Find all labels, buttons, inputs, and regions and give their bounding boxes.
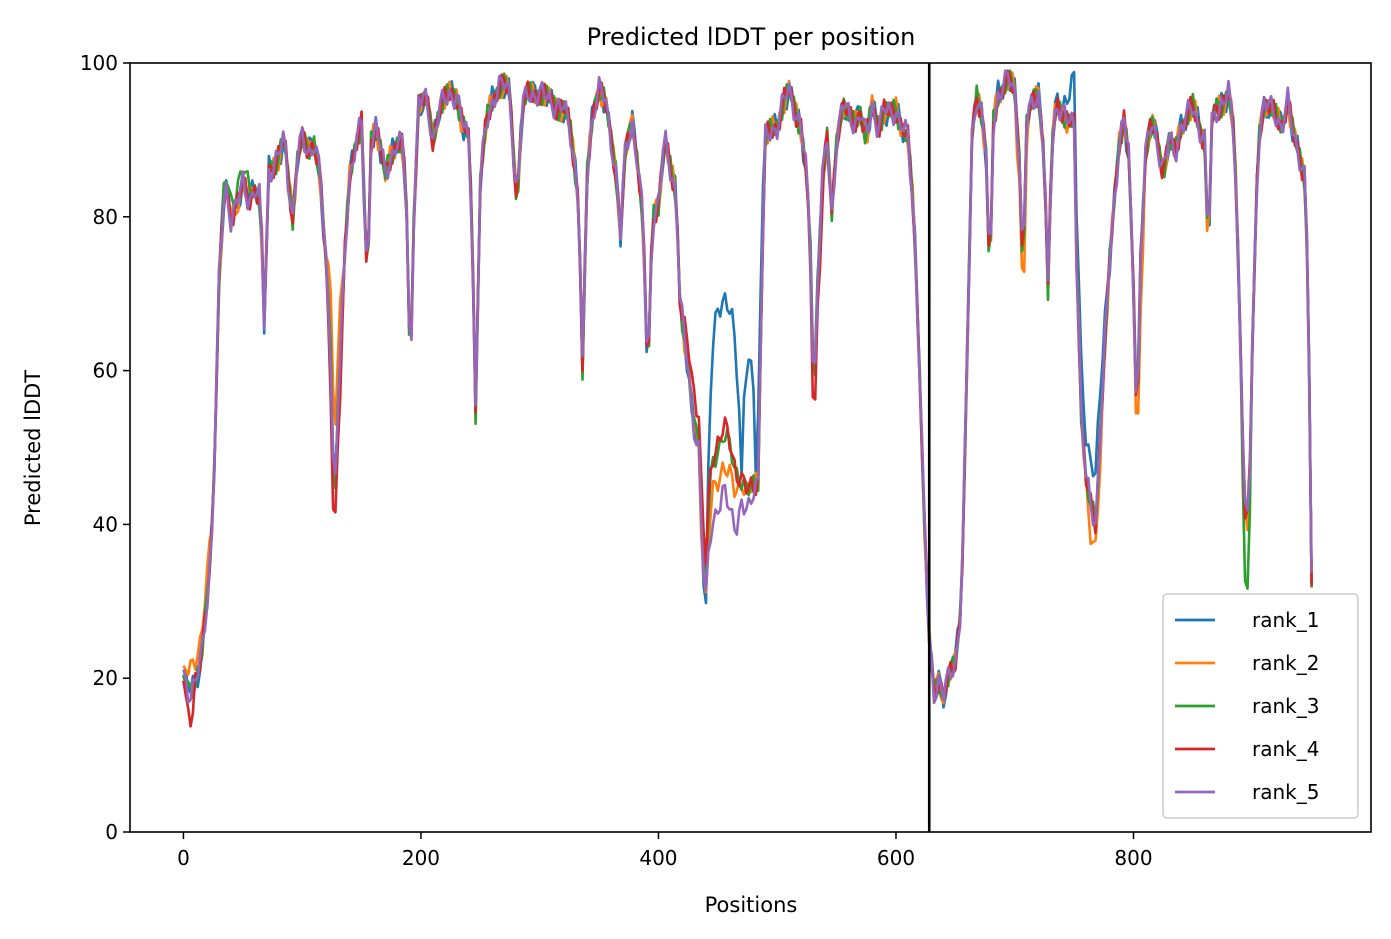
- y-tick-label: 100: [80, 51, 118, 75]
- legend-label-rank_1: rank_1: [1252, 608, 1319, 632]
- legend-box: [1162, 593, 1359, 819]
- x-tick-label: 600: [877, 846, 915, 870]
- y-tick-label: 0: [105, 820, 118, 844]
- x-axis: 0 200 400 600 800: [177, 832, 1153, 870]
- series-line-rank_4: [182, 69, 1313, 728]
- plot-frame: [129, 62, 1372, 833]
- legend-label-rank_2: rank_2: [1252, 651, 1319, 675]
- series-layer: [182, 69, 1313, 728]
- y-tick-label: 20: [93, 666, 118, 690]
- y-tick-label: 60: [93, 359, 118, 383]
- x-tick-label: 200: [402, 846, 440, 870]
- legend: rank_1 rank_2 rank_3 rank_4 rank_5: [1162, 593, 1359, 819]
- y-tick-label: 80: [93, 205, 118, 229]
- x-tick-label: 0: [177, 846, 190, 870]
- legend-label-rank_3: rank_3: [1252, 694, 1319, 718]
- series-line-rank_5: [182, 69, 1313, 705]
- legend-label-rank_4: rank_4: [1252, 737, 1319, 761]
- x-tick-label: 800: [1114, 846, 1152, 870]
- y-tick-label: 40: [93, 512, 118, 536]
- x-axis-title: Positions: [705, 893, 798, 917]
- legend-label-rank_5: rank_5: [1252, 780, 1319, 804]
- y-axis-title: Predicted lDDT: [21, 370, 45, 526]
- y-axis: 0 20 40 60 80 100: [80, 51, 130, 844]
- chart-title: Predicted lDDT per position: [587, 23, 916, 51]
- x-tick-label: 400: [639, 846, 677, 870]
